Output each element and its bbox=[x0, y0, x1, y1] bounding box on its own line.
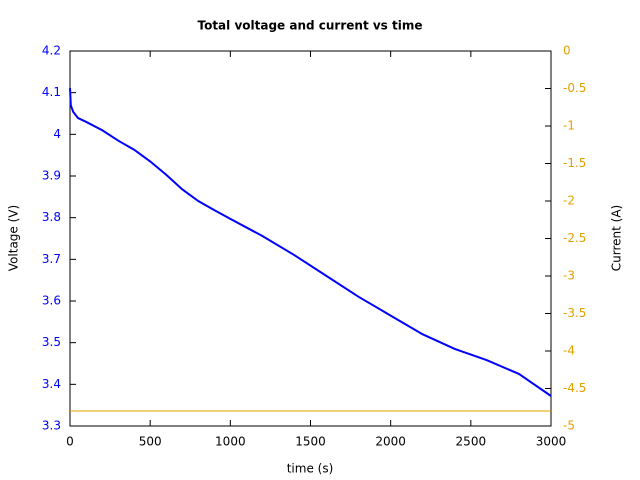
y-axis-label: Voltage (V) bbox=[7, 205, 21, 271]
y-tick-label: 3.8 bbox=[42, 210, 61, 224]
y-tick-label: 3.4 bbox=[42, 377, 61, 391]
y2-tick-label: -1 bbox=[563, 119, 575, 133]
x-tick-label: 1000 bbox=[215, 435, 246, 449]
y2-axis-label: Current (A) bbox=[610, 205, 624, 271]
y2-tick-label: -2.5 bbox=[563, 231, 586, 245]
x-tick-label: 500 bbox=[139, 435, 162, 449]
y-tick-label: 3.3 bbox=[42, 419, 61, 433]
x-tick-label: 0 bbox=[66, 435, 74, 449]
y2-tick-label: -4.5 bbox=[563, 381, 586, 395]
y-tick-label: 3.9 bbox=[42, 169, 61, 183]
y-tick-label: 4.2 bbox=[42, 44, 61, 58]
y2-tick-label: -1.5 bbox=[563, 156, 586, 170]
y2-tick-label: -3.5 bbox=[563, 306, 586, 320]
x-tick-label: 1500 bbox=[295, 435, 326, 449]
y2-tick-label: -5 bbox=[563, 419, 575, 433]
x-tick-label: 2500 bbox=[456, 435, 487, 449]
x-axis-label: time (s) bbox=[287, 462, 334, 476]
series-line bbox=[69, 88, 552, 397]
y-tick-label: 3.6 bbox=[42, 294, 61, 308]
y-tick-label: 3.5 bbox=[42, 335, 61, 349]
y-tick-label: 4 bbox=[53, 127, 61, 141]
y2-tick-label: -4 bbox=[563, 344, 575, 358]
y2-tick-label: -0.5 bbox=[563, 81, 586, 95]
chart-title: Total voltage and current vs time bbox=[197, 19, 422, 33]
y2-tick-label: -2 bbox=[563, 194, 575, 208]
y-tick-label: 4.1 bbox=[42, 85, 61, 99]
y2-tick-label: -3 bbox=[563, 269, 575, 283]
x-tick-label: 3000 bbox=[536, 435, 567, 449]
y2-tick-label: 0 bbox=[563, 44, 571, 58]
y-tick-label: 3.7 bbox=[42, 252, 61, 266]
plot-frame bbox=[69, 50, 552, 427]
x-tick-label: 2000 bbox=[375, 435, 406, 449]
